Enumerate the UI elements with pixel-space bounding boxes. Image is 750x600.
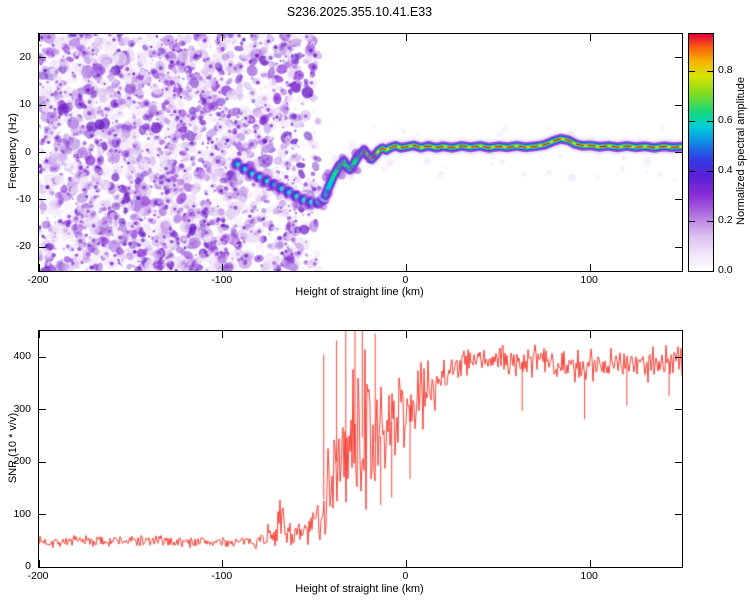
tick-label: -10	[15, 192, 31, 205]
colorbar-label: Normalized spectral amplitude	[735, 77, 747, 225]
tick-mark	[222, 560, 224, 567]
tick-label: 300	[13, 402, 31, 415]
tick-mark	[589, 331, 591, 338]
tick-mark	[675, 566, 682, 568]
figure-title: S236.2025.355.10.41.E33	[286, 5, 433, 19]
tick-mark	[675, 356, 682, 358]
tick-mark	[707, 220, 713, 222]
tick-mark	[589, 560, 591, 567]
tick-mark	[675, 57, 682, 59]
tick-mark	[405, 560, 407, 567]
tick-mark	[689, 220, 695, 222]
tick-mark	[39, 514, 46, 516]
tick-mark	[675, 461, 682, 463]
tick-label: -100	[211, 274, 233, 286]
tick-mark	[39, 104, 46, 106]
tick-mark	[707, 270, 713, 272]
tick-label: 0	[402, 274, 409, 286]
tick-label: 10	[19, 97, 31, 110]
tick-mark	[222, 264, 224, 271]
tick-mark	[39, 566, 46, 568]
tick-label: 0.0	[718, 263, 733, 276]
tick-mark	[675, 246, 682, 248]
tick-label: 20	[19, 50, 31, 63]
tick-label: 100	[13, 507, 31, 520]
tick-label: 0	[25, 145, 31, 158]
tick-mark	[689, 120, 695, 122]
tick-mark	[707, 120, 713, 122]
spectrogram-xlabel: Height of straight line (km)	[295, 286, 424, 298]
spectrogram-canvas	[39, 34, 682, 271]
tick-label: 0	[25, 559, 31, 572]
tick-mark	[589, 34, 591, 41]
tick-label: 0.4	[718, 163, 733, 176]
tick-mark	[38, 34, 40, 41]
tick-mark	[675, 104, 682, 106]
tick-mark	[38, 560, 40, 567]
tick-mark	[689, 70, 695, 72]
tick-label: 100	[580, 570, 598, 582]
tick-mark	[707, 170, 713, 172]
tick-mark	[39, 199, 46, 201]
tick-mark	[405, 331, 407, 338]
spectrogram-ylabel: Frequency (Hz)	[7, 113, 19, 189]
tick-mark	[39, 152, 46, 153]
tick-mark	[39, 409, 46, 411]
tick-label: 0.2	[718, 213, 733, 226]
tick-mark	[589, 264, 591, 271]
tick-label: 0.8	[718, 64, 733, 77]
tick-mark	[39, 246, 46, 248]
tick-mark	[689, 270, 695, 272]
tick-mark	[38, 264, 40, 271]
tick-mark	[675, 152, 682, 153]
spectrogram-panel	[38, 33, 683, 272]
tick-mark	[707, 70, 713, 72]
tick-label: 0.6	[718, 114, 733, 127]
tick-mark	[39, 461, 46, 463]
tick-label: -100	[211, 570, 233, 582]
tick-mark	[675, 409, 682, 411]
colorbar	[688, 33, 714, 272]
tick-label: -20	[15, 240, 31, 253]
tick-mark	[39, 57, 46, 59]
tick-label: -200	[27, 274, 49, 286]
tick-mark	[222, 331, 224, 338]
tick-label: 0	[402, 570, 409, 582]
tick-label: 200	[13, 454, 31, 467]
tick-mark	[222, 34, 224, 41]
snr-xlabel: Height of straight line (km)	[295, 583, 424, 595]
tick-label: -200	[27, 570, 49, 582]
tick-label: 400	[13, 349, 31, 362]
snr-panel	[38, 330, 683, 568]
tick-mark	[405, 34, 407, 41]
tick-mark	[689, 170, 695, 172]
tick-label: 100	[580, 274, 598, 286]
tick-mark	[38, 331, 40, 338]
snr-ylabel: SNR (10 * v/v)	[7, 412, 19, 484]
snr-canvas	[39, 331, 682, 567]
tick-mark	[405, 264, 407, 271]
tick-mark	[675, 199, 682, 201]
tick-mark	[675, 514, 682, 516]
tick-mark	[39, 356, 46, 358]
